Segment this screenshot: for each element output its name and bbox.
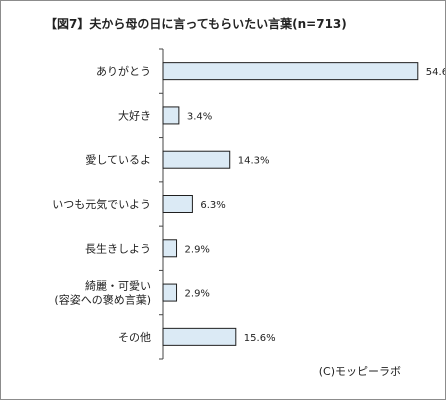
bar bbox=[162, 62, 419, 81]
category-label: いつも元気でいよう bbox=[52, 197, 151, 211]
chart-title: 【図7】夫から母の日に言ってもらいたい言葉(n=713) bbox=[45, 17, 347, 31]
credit-label: (C)モッピーラボ bbox=[318, 365, 401, 378]
category-label: 愛しているよ bbox=[85, 154, 151, 167]
category-label: 長生きしよう bbox=[85, 241, 151, 255]
bar bbox=[162, 195, 193, 213]
bar-value-label: 3.4% bbox=[187, 111, 212, 122]
category-label: その他 bbox=[118, 331, 151, 344]
bar-value-label: 15.6% bbox=[244, 333, 276, 344]
bar-value-label: 54.6% bbox=[426, 67, 445, 78]
bar-value-label: 2.9% bbox=[185, 244, 210, 255]
bar bbox=[162, 283, 178, 302]
bar bbox=[162, 239, 178, 258]
category-label: 大好き bbox=[118, 108, 151, 122]
bar-value-label: 6.3% bbox=[200, 200, 225, 211]
bar bbox=[162, 106, 180, 125]
category-label: 綺麗・可愛い bbox=[85, 280, 151, 293]
bar bbox=[162, 150, 231, 169]
bar bbox=[162, 327, 237, 346]
bar-value-label: 2.9% bbox=[185, 289, 210, 300]
bar-value-label: 14.3% bbox=[238, 156, 270, 167]
category-label: ありがとう bbox=[96, 64, 151, 78]
category-label: (容姿への褒め言葉) bbox=[54, 293, 151, 307]
